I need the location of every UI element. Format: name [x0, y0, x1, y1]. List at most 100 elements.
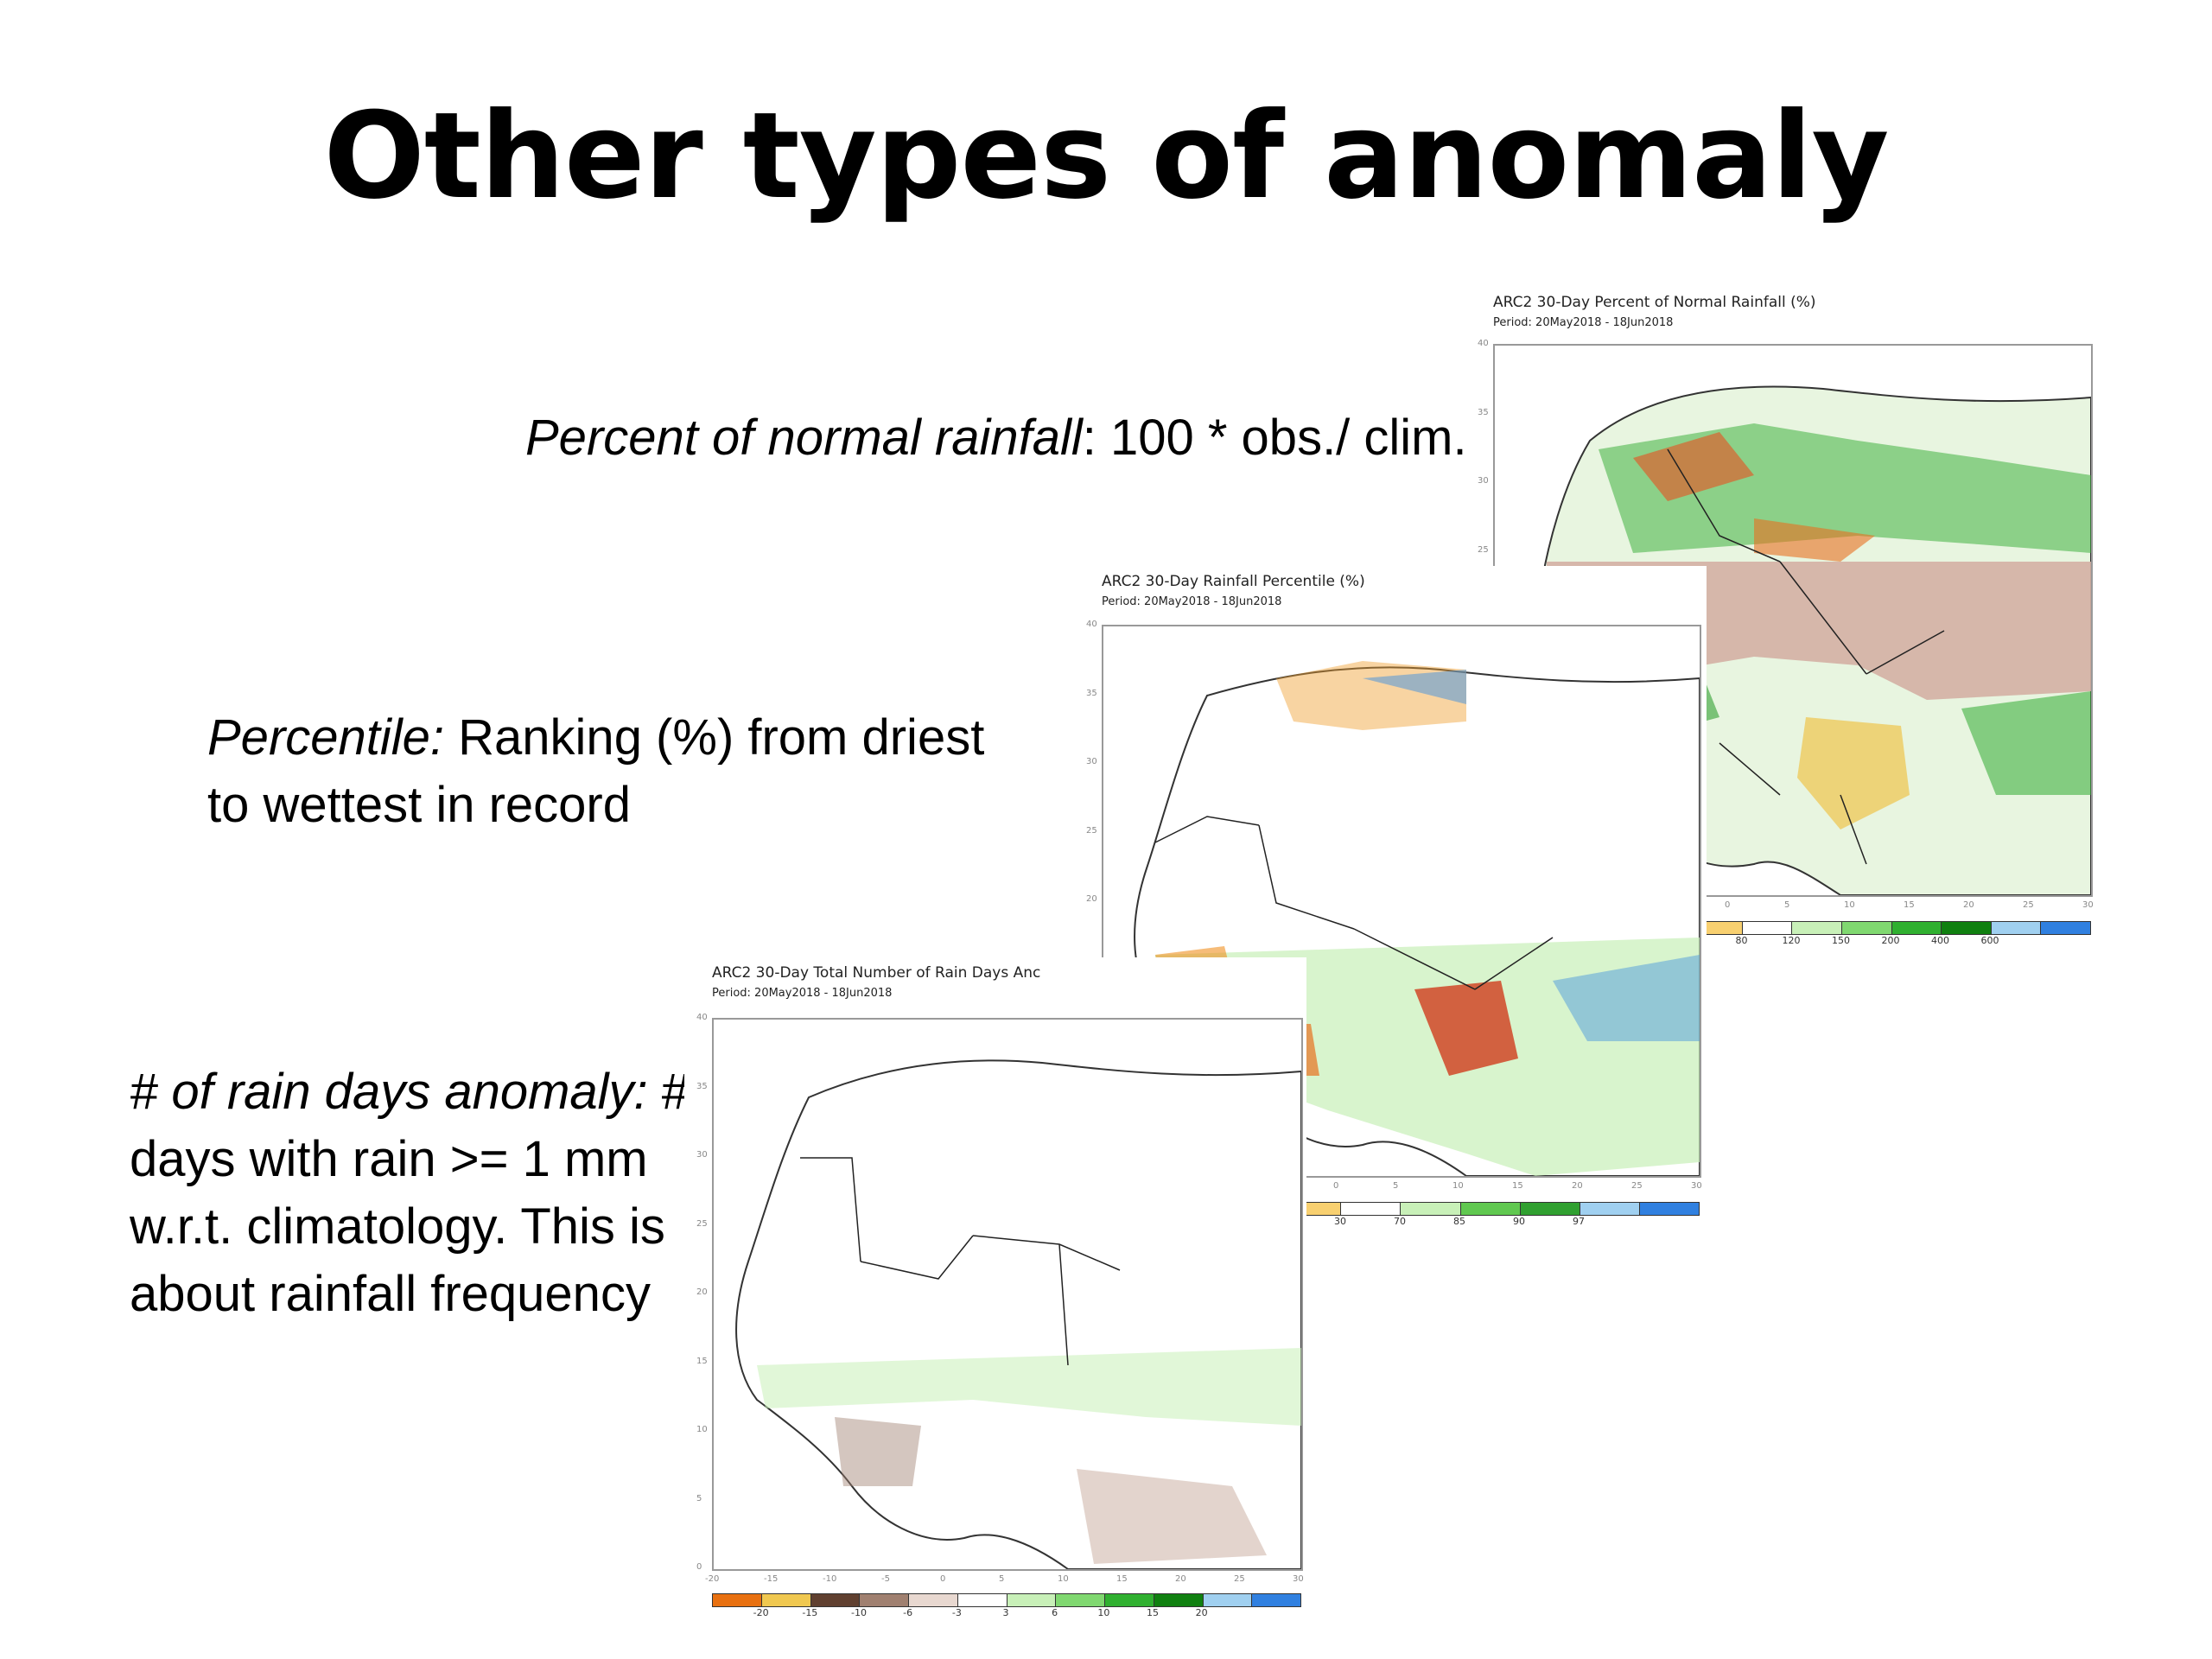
colorbar-tick-label: 120	[1782, 935, 1801, 946]
colorbar-tick-label: -15	[802, 1607, 818, 1618]
colorbar-tick-label: 600	[1980, 935, 1999, 946]
colorbar-swatch	[1401, 1203, 1461, 1215]
percent-normal-term: Percent of normal rainfall	[525, 410, 1083, 466]
x-tick-label: 25	[2023, 900, 2034, 910]
colorbar-swatch	[761, 1594, 811, 1606]
colorbar-tick-label: 200	[1881, 935, 1900, 946]
colorbar-swatch	[909, 1594, 958, 1606]
percentile-text: Ranking (%) from driest to wettest in re…	[207, 709, 985, 833]
x-tick-label: 20	[1175, 1574, 1186, 1584]
map-plot-area	[712, 1018, 1303, 1571]
colorbar-swatch	[1942, 922, 1992, 934]
y-tick-label: 40	[1086, 620, 1097, 629]
percent-normal-map-card: ARC2 30-Day Percent of Normal Rainfall (…	[1469, 285, 2100, 946]
map-title: ARC2 30-Day Rainfall Percentile (%)	[1102, 573, 1365, 590]
x-tick-label: 0	[940, 1574, 946, 1584]
x-tick-label: 10	[1452, 1181, 1464, 1191]
y-tick-label: 25	[696, 1218, 708, 1229]
colorbar-swatch	[957, 1594, 1007, 1606]
colorbar-tick-label: 400	[1931, 935, 1949, 946]
x-tick-label: 25	[1234, 1574, 1245, 1584]
x-tick-label: 5	[1784, 900, 1790, 910]
colorbar-tick-label: 6	[1052, 1607, 1058, 1618]
colorbar-swatch	[1891, 922, 1942, 934]
map-period: Period: 20May2018 - 18Jun2018	[712, 987, 893, 1000]
colorbar-swatch	[1007, 1594, 1057, 1606]
colorbar-swatch	[1056, 1594, 1105, 1606]
x-tick-label: 25	[1631, 1181, 1643, 1191]
x-tick-label: 20	[1963, 900, 1974, 910]
x-tick-label: 15	[1116, 1574, 1128, 1584]
x-tick-label: 5	[1393, 1181, 1399, 1191]
map-title: ARC2 30-Day Percent of Normal Rainfall (…	[1493, 294, 1816, 311]
colorbar-swatch	[810, 1594, 861, 1606]
map-title: ARC2 30-Day Total Number of Rain Days An…	[712, 964, 1041, 982]
y-tick-label: 0	[696, 1562, 702, 1572]
rain-days-map-card: ARC2 30-Day Total Number of Rain Days An…	[684, 957, 1306, 1623]
colorbar-swatch	[1742, 922, 1793, 934]
percent-normal-text: : 100 * obs./ clim.	[1082, 410, 1467, 466]
x-tick-label: 5	[999, 1574, 1005, 1584]
y-tick-label: 25	[1086, 825, 1097, 836]
x-tick-label: 20	[1572, 1181, 1583, 1191]
colorbar-swatch	[713, 1594, 762, 1606]
colorbar-tick-label: 70	[1394, 1216, 1406, 1227]
colorbar-tick-label: 80	[1735, 935, 1748, 946]
y-tick-label: 40	[696, 1013, 708, 1022]
y-tick-label: 35	[1086, 688, 1097, 698]
x-tick-label: 10	[1844, 900, 1855, 910]
y-tick-label: 35	[696, 1081, 708, 1091]
colorbar-swatch	[2041, 922, 2090, 934]
colorbar-swatch	[860, 1594, 909, 1606]
x-tick-label: -10	[823, 1574, 837, 1584]
x-tick-label: 30	[2082, 900, 2094, 910]
x-tick-label: 30	[1691, 1181, 1702, 1191]
colorbar-labels: -20 -15 -10 -6 -3 3 6 10 15 20	[712, 1607, 1300, 1619]
colorbar-tick-label: 85	[1453, 1216, 1465, 1227]
rain-days-text: # days with rain >= 1 mm w.r.t. climatol…	[130, 1064, 690, 1322]
map-period: Period: 20May2018 - 18Jun2018	[1493, 316, 1674, 329]
y-tick-label: 40	[1478, 339, 1489, 348]
rain-days-term: # of rain days anomaly:	[130, 1064, 648, 1120]
x-tick-label: 0	[1333, 1181, 1339, 1191]
y-tick-label: 20	[1086, 894, 1097, 904]
colorbar-tick-label: -10	[851, 1607, 867, 1618]
x-tick-label: -5	[881, 1574, 890, 1584]
percentile-term: Percentile:	[207, 709, 445, 766]
colorbar-swatch	[1991, 922, 2042, 934]
x-tick-label: 15	[1904, 900, 1915, 910]
x-tick-label: 10	[1058, 1574, 1069, 1584]
colorbar-tick-label: -20	[753, 1607, 769, 1618]
colorbar-swatch	[1341, 1203, 1402, 1215]
africa-map-rain-days	[714, 1020, 1301, 1569]
percentile-description: Percentile: Ranking (%) from driest to w…	[207, 704, 985, 839]
colorbar-tick-label: 15	[1147, 1607, 1159, 1618]
colorbar-swatch	[1580, 1203, 1640, 1215]
x-tick-label: -15	[764, 1574, 779, 1584]
x-tick-label: 15	[1512, 1181, 1523, 1191]
y-tick-label: 10	[696, 1425, 708, 1434]
y-tick-label: 30	[1086, 757, 1097, 766]
colorbar-swatch	[1460, 1203, 1521, 1215]
colorbar-swatch	[1639, 1203, 1699, 1215]
colorbar-swatch	[1842, 922, 1892, 934]
colorbar-tick-label: 150	[1832, 935, 1850, 946]
x-tick-label: 0	[1725, 900, 1731, 910]
rain-days-description: # of rain days anomaly: # days with rain…	[130, 1058, 691, 1328]
y-tick-label: 30	[1478, 476, 1489, 486]
y-tick-label: 25	[1478, 544, 1489, 555]
colorbar-swatch	[1520, 1203, 1580, 1215]
y-tick-label: 35	[1478, 407, 1489, 417]
colorbar	[712, 1593, 1301, 1607]
y-tick-label: 15	[696, 1356, 708, 1366]
colorbar-tick-label: 90	[1513, 1216, 1525, 1227]
slide-title: Other types of anomaly	[323, 86, 1890, 226]
y-tick-label: 20	[696, 1287, 708, 1297]
percent-normal-description: Percent of normal rainfall: 100 * obs./ …	[525, 404, 1476, 472]
y-tick-label: 5	[696, 1493, 702, 1503]
colorbar-tick-label: 20	[1195, 1607, 1208, 1618]
colorbar-swatch	[1154, 1594, 1204, 1606]
colorbar-tick-label: -3	[951, 1607, 962, 1618]
colorbar-swatch	[1792, 922, 1843, 934]
colorbar-swatch	[1105, 1594, 1154, 1606]
